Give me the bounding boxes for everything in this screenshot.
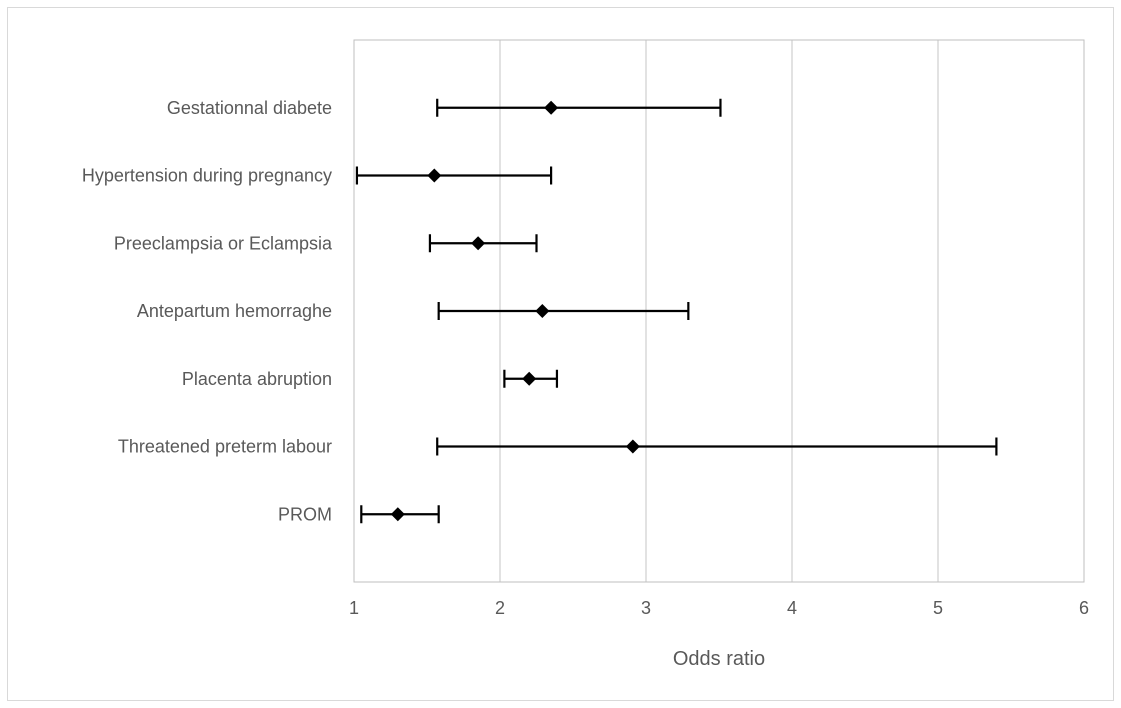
plot-area-border: [353, 39, 1085, 583]
x-axis-title: Odds ratio: [673, 648, 765, 670]
odds-ratio-marker: [471, 236, 486, 251]
odds-ratio-markers: [390, 100, 640, 522]
x-tick-label: 2: [495, 598, 505, 618]
category-label: Gestationnal diabete: [167, 98, 332, 118]
x-tick-label: 5: [933, 598, 943, 618]
odds-ratio-marker: [625, 439, 640, 454]
odds-ratio-marker: [427, 168, 442, 183]
odds-ratio-marker: [535, 304, 550, 318]
category-label: Hypertension during pregnancy: [82, 166, 332, 186]
x-tick-labels: 1 2 3 4 5 6: [349, 598, 1089, 618]
x-tick-label: 4: [787, 598, 797, 618]
category-label: Threatened preterm labour: [118, 437, 332, 457]
category-label: PROM: [278, 504, 332, 524]
chart-frame: [7, 7, 1114, 701]
odds-ratio-marker: [390, 507, 405, 522]
category-label: Antepartum hemorraghe: [137, 301, 332, 321]
odds-ratio-marker: [522, 371, 537, 386]
x-tick-label: 3: [641, 598, 651, 618]
confidence-intervals: [355, 98, 998, 524]
odds-ratio-marker: [544, 100, 559, 115]
category-labels: Gestationnal diabete Hypertension during …: [82, 98, 333, 525]
x-tick-label: 6: [1079, 598, 1089, 618]
x-tick-label: 1: [349, 598, 359, 618]
category-label: Preeclampsia or Eclampsia: [114, 233, 333, 253]
category-label: Placenta abruption: [182, 369, 332, 389]
